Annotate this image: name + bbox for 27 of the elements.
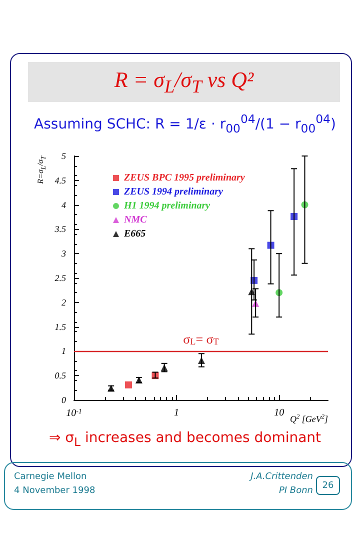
legend-label: ZEUS 1994 preliminary	[123, 186, 224, 198]
y-tick-label: 5	[62, 151, 66, 161]
x-tick-label: 10	[274, 408, 284, 418]
y-tick-label: 3.5	[54, 224, 66, 234]
y-tick-label: 1.5	[54, 322, 66, 332]
ref-line-label: σL= σT	[183, 332, 220, 347]
y-tick-label: 3	[60, 248, 66, 259]
x-tick-label: 1	[174, 408, 180, 418]
y-tick-label: 0.5	[54, 370, 66, 381]
text: PI Bonn	[278, 485, 313, 498]
text: 4 November 1998	[14, 485, 96, 498]
text: Carnegie Mellon	[14, 471, 88, 484]
y-tick-label: 2.5	[54, 273, 66, 283]
legend-label: NMC	[123, 214, 148, 226]
chart-subtitle: Assuming SCHC: R = 1/ε · r$_{00}$$^{04}$/(1 − r$_{00}$$^{04}$)	[33, 112, 337, 136]
legend-label: H1 1994 preliminary	[123, 200, 211, 212]
legend-label: E665	[123, 228, 146, 240]
y-tick-label: 1	[62, 346, 66, 356]
text: ⇒ σ$_{L}$ increases and becomes dominant	[48, 430, 322, 449]
text: 26	[316, 476, 340, 495]
y-tick-label: 4.5	[54, 175, 66, 186]
chart-title: R = σ$_{L}$/σ$_{T}$ vs Q²	[114, 66, 254, 98]
y-tick-label: 0	[62, 395, 66, 405]
y-tick-label: 2	[62, 297, 66, 308]
legend-label: ZEUS BPC 1995 preliminary	[123, 172, 246, 184]
text: J.A.Crittenden	[250, 471, 313, 484]
y-tick-label: 4	[62, 200, 66, 210]
